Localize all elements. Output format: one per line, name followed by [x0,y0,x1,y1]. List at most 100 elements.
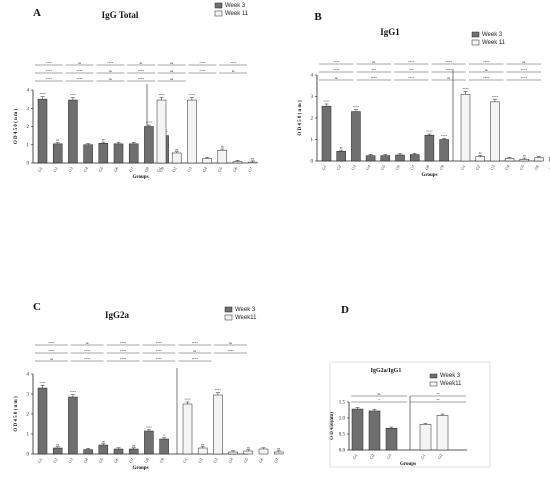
y-tick-label: 0 [27,453,30,458]
bar-significance: **** [146,121,153,125]
bar [351,111,361,162]
sig-bracket-label: **** [156,349,163,353]
x-tick-label: G4 [82,457,89,464]
x-tick-label: G5 [97,166,104,173]
bar [424,134,435,162]
x-tick-label: G8 [143,166,150,173]
sig-bracket-label: **** [138,69,145,73]
x-tick-label: G2 [474,164,481,171]
sig-bracket-label: **** [521,76,528,80]
bar-significance: **** [39,92,46,96]
legend-swatch [471,31,480,38]
x-tick-label: G1 [37,166,44,173]
bar [247,161,258,164]
sig-bracket-label: ns [335,76,339,80]
sig-bracket-label: **** [120,341,127,345]
x-tick-label: G2 [369,453,376,460]
sig-bracket-label: **** [76,77,83,81]
x-tick-label: G2 [52,166,59,173]
bar [336,151,346,162]
legend-label: Week 3 [235,307,256,313]
sig-bracket-label: ns [193,349,197,353]
bar [159,438,169,455]
y-tick-label: 4 [27,373,30,378]
bar [202,158,212,164]
panel-letter: A [33,7,41,19]
x-tick-label: G5 [97,457,104,464]
bar [52,447,63,455]
sig-bracket-label: **** [84,357,91,361]
x-tick-label: G3 [350,164,357,171]
legend-label: Week 3 [225,3,246,9]
x-axis-label: Groups [132,175,148,180]
sig-bracket-label: **** [138,77,145,81]
y-tick-label: 2 [27,125,30,130]
legend-swatch [471,39,480,46]
legend-swatch [429,373,438,379]
panel-d-frame [329,361,491,468]
bar [213,394,223,455]
x-tick-label: G5 [216,166,223,173]
bar-significance: **** [353,105,360,109]
bar [113,448,124,455]
x-tick-label: G8 [423,164,430,171]
bar [321,105,332,162]
y-axis-label: O D 450(nm) [330,412,335,440]
bar [385,427,398,451]
x-tick-label: G4 [504,164,511,171]
y-tick-label: 4 [311,74,314,79]
sig-bracket-label: ** [436,392,440,396]
bar [228,451,238,455]
bar-significance: ns [102,439,106,443]
sig-bracket-label: **** [333,68,340,72]
sig-bracket-label: **** [408,76,415,80]
chart-title: IgG2a [105,310,130,320]
bar [144,126,154,164]
sig-bracket-label: ** [436,398,440,402]
sig-bracket-label: **** [446,68,453,72]
sig-bracket-label: **** [371,76,378,80]
x-tick-label: G2 [171,166,178,173]
bar [504,158,515,162]
sig-bracket-label: **** [192,341,199,345]
x-tick-label: G3 [212,457,219,464]
y-tick-label: 3 [27,107,30,112]
sig-bracket-label: **** [84,349,91,353]
bar-significance: **** [39,381,46,385]
sig-bracket-label: **** [76,69,83,73]
sig-bracket-label: **** [199,69,206,73]
bar-significance: **** [70,390,77,394]
bar [37,387,48,455]
x-tick-label: G5 [518,164,525,171]
legend-swatch [429,381,438,387]
chart-title: IgG2a/IgG1 [371,368,402,374]
x-tick-label: G9 [158,457,165,464]
sig-bracket-label: **** [333,60,340,64]
bar-significance: **** [323,99,330,103]
x-tick-label: G9 [438,164,445,171]
sig-bracket-label: ns [170,61,174,65]
sig-bracket-label: ns [447,76,451,80]
x-tick-label: G7 [128,457,135,464]
x-tick-label: G3 [67,457,74,464]
x-tick-label: G7 [409,164,416,171]
bar [83,144,93,164]
x-tick-label: G2 [437,453,444,460]
sig-bracket-label: *** [371,68,376,72]
x-tick-label: G2 [197,457,204,464]
bar [273,451,284,455]
legend-swatch [214,2,223,9]
sig-bracket-label: **** [483,76,490,80]
panel-letter: B [314,11,322,23]
bar [98,444,109,455]
x-axis-label: Groups [421,173,437,178]
bar-significance: **** [146,425,153,429]
sig-bracket-label: **** [230,61,237,65]
y-axis-label: O D 4 5 0 ( n m ) [298,100,303,136]
legend-swatch [224,306,233,313]
sig-bracket-label: ns [50,357,54,361]
x-tick-label: G7 [247,166,254,173]
y-tick-label: 0 [27,162,30,167]
bar [380,155,391,162]
sig-bracket-label: **** [408,60,415,64]
